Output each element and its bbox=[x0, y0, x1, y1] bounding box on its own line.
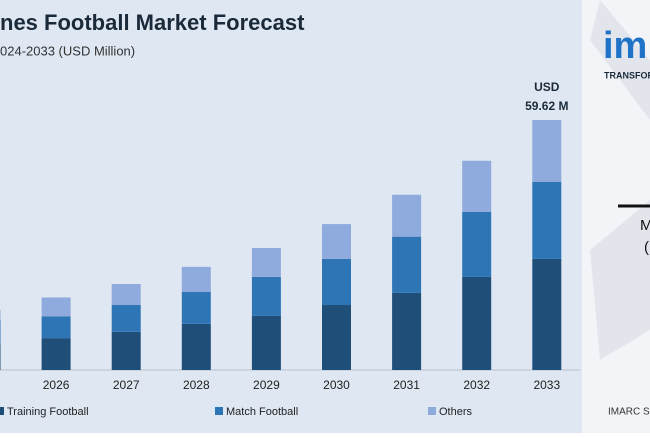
brand-footer: IMARC Se bbox=[608, 407, 650, 418]
bar-segment bbox=[41, 338, 71, 370]
bar-segment bbox=[251, 247, 281, 277]
brand-tagline: TRANSFOR bbox=[604, 70, 650, 80]
bar-segment bbox=[392, 292, 422, 370]
bar-segment bbox=[0, 343, 1, 370]
x-tick-label: 2029 bbox=[253, 378, 280, 392]
legend-label: Match Football bbox=[226, 406, 298, 418]
x-tick-label: 2033 bbox=[533, 378, 560, 392]
total-label: USD bbox=[534, 80, 560, 94]
legend-label: Others bbox=[439, 406, 473, 418]
bar-segment bbox=[322, 305, 351, 370]
bar-segment bbox=[111, 284, 141, 306]
bar-segment bbox=[532, 120, 562, 182]
chart-background bbox=[0, 0, 582, 433]
x-tick-label: 2031 bbox=[393, 378, 420, 392]
bar-segment bbox=[462, 160, 492, 212]
x-tick-label: 2027 bbox=[113, 378, 140, 392]
bar-segment bbox=[181, 292, 211, 324]
bar-segment bbox=[322, 258, 351, 306]
legend-swatch bbox=[215, 407, 223, 415]
chart-subtitle: 024-2033 (USD Million) bbox=[0, 43, 135, 58]
bar-segment bbox=[41, 297, 71, 317]
bar-segment bbox=[462, 211, 492, 277]
bar-segment bbox=[111, 305, 141, 332]
bar-segment bbox=[532, 258, 562, 370]
bar-segment bbox=[111, 331, 141, 370]
x-tick-label: 2028 bbox=[183, 378, 210, 392]
bar-segment bbox=[462, 276, 492, 370]
bar-segment bbox=[0, 320, 1, 344]
bar-segment bbox=[0, 310, 1, 321]
bar-segment bbox=[251, 315, 281, 370]
x-tick-label: 2026 bbox=[43, 378, 70, 392]
bar-segment bbox=[41, 316, 71, 339]
x-tick-label: 2030 bbox=[323, 378, 350, 392]
bar-segment bbox=[532, 181, 562, 259]
side-text: M bbox=[640, 217, 650, 234]
legend-label: Training Football bbox=[7, 406, 89, 418]
bar-segment bbox=[181, 266, 211, 293]
side-text: ( bbox=[644, 239, 649, 256]
legend-swatch bbox=[0, 407, 4, 415]
bar-segment bbox=[392, 236, 422, 293]
bar-segment bbox=[322, 224, 351, 259]
brand-logo: im bbox=[603, 25, 647, 67]
total-label: 59.62 M bbox=[525, 99, 568, 113]
legend-swatch bbox=[428, 407, 436, 415]
side-decoration bbox=[590, 0, 650, 360]
bar-segment bbox=[392, 194, 422, 237]
bar-segment bbox=[251, 276, 281, 316]
bar-segment bbox=[181, 323, 211, 370]
x-tick-label: 2032 bbox=[463, 378, 490, 392]
chart-title: nes Football Market Forecast bbox=[0, 10, 305, 35]
